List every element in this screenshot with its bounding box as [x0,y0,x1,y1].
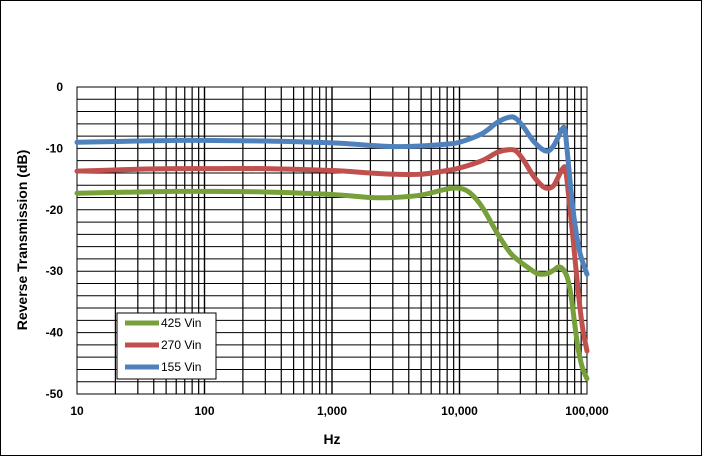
x-tick-label: 100,000 [565,404,609,418]
series-line-425-vin [74,185,590,382]
y-tick-label: 0 [56,80,63,94]
legend-label-270-vin: 270 Vin [161,338,201,352]
legend-label-155-vin: 155 Vin [161,360,201,374]
y-tick-label: -40 [46,326,64,340]
x-tick-label: 1,000 [317,404,347,418]
x-axis-title: Hz [323,431,340,447]
series-line-270-vin [74,147,590,354]
y-tick-label: -30 [46,264,64,278]
y-tick-labels: 0 -10 -20 -30 -40 -50 [46,80,64,401]
y-tick-label: -10 [46,141,64,155]
x-tick-label: 100 [194,404,214,418]
x-tick-label: 10,000 [441,404,478,418]
y-tick-label: -20 [46,203,64,217]
y-tick-label: -50 [46,387,64,401]
series-line-155-vin [74,114,590,277]
legend-label-425-vin: 425 Vin [161,316,201,330]
x-tick-label: 10 [70,404,84,418]
legend: 425 Vin 270 Vin 155 Vin [116,312,217,380]
y-axis-title: Reverse Transmission (dB) [14,150,30,331]
series-lines [74,114,590,382]
x-tick-labels: 10 100 1,000 10,000 100,000 [70,404,609,418]
plot-border [76,86,588,395]
